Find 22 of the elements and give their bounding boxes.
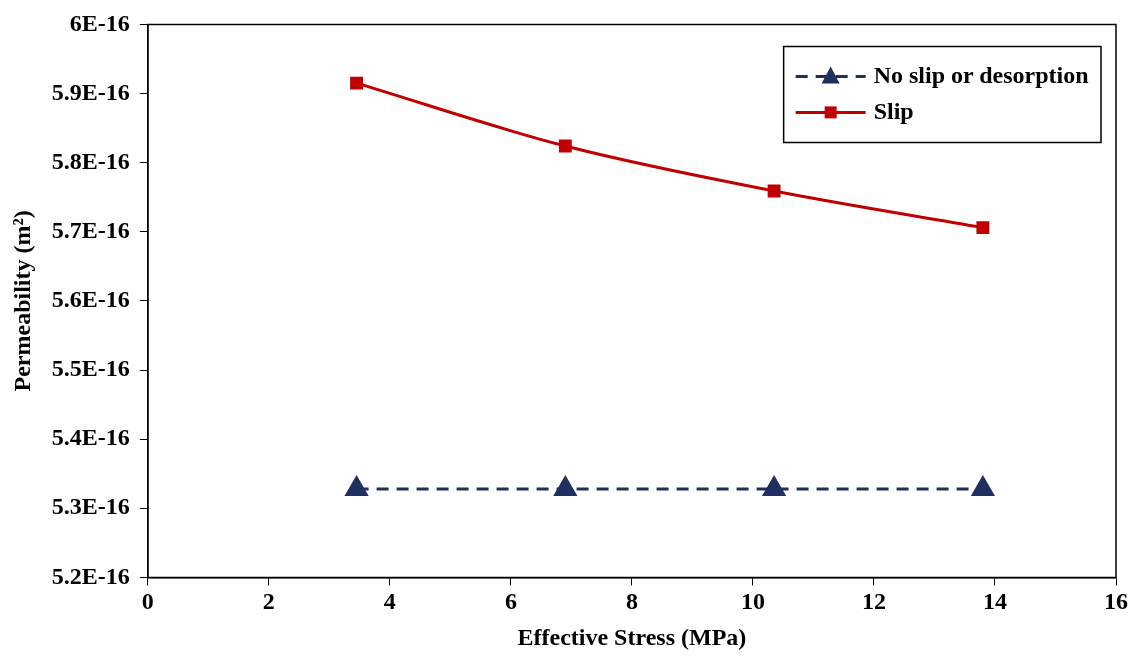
y-tick-label: 5.2E-16: [51, 562, 130, 589]
y-tick-label: 5.5E-16: [51, 355, 130, 382]
y-tick-label: 5.9E-16: [51, 78, 130, 105]
y-axis-title: Permeability (m²): [8, 210, 35, 392]
x-tick-label: 8: [625, 588, 638, 614]
x-tick-label: 6: [504, 588, 517, 614]
x-tick-label: 0: [141, 588, 154, 614]
x-tick-label: 2: [262, 588, 275, 614]
x-tick-label: 14: [982, 588, 1007, 614]
y-tick-label: 5.8E-16: [51, 147, 130, 174]
legend-label: No slip or desorption: [873, 61, 1089, 88]
x-tick-label: 4: [383, 588, 396, 614]
y-tick-label: 5.7E-16: [51, 216, 130, 243]
y-tick-label: 5.3E-16: [51, 493, 130, 520]
x-tick-label: 16: [1104, 588, 1128, 614]
x-tick-label: 12: [861, 588, 886, 614]
x-tick-label: 10: [740, 588, 765, 614]
legend-label: Slip: [873, 97, 914, 124]
x-axis-title: Effective Stress (MPa): [517, 623, 747, 650]
y-tick-label: 6E-16: [69, 9, 130, 36]
y-tick-label: 5.4E-16: [51, 424, 130, 451]
y-tick-label: 5.6E-16: [51, 286, 130, 313]
